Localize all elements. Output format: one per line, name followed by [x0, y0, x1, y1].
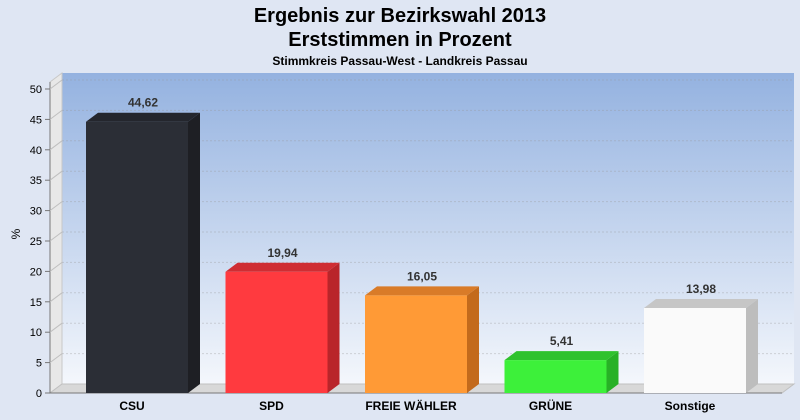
bar-front	[225, 271, 328, 393]
grid-line-diag	[49, 110, 63, 120]
y-tick-label: 5	[36, 358, 42, 370]
chart-subtitle: Stimmkreis Passau-West - Landkreis Passa…	[272, 54, 528, 68]
bar-freie-w-hler: 16,05	[365, 269, 479, 393]
chart-title-line2: Erststimmen in Prozent	[288, 29, 512, 51]
y-ticks: 0 5 10 15 20 25 30 35 40 45 50	[30, 84, 50, 400]
bar-top	[365, 286, 479, 296]
grid-line-diag	[49, 170, 63, 181]
grid-line-diag	[49, 79, 63, 90]
y-tick-label: 25	[30, 236, 42, 248]
bar-front	[86, 121, 188, 394]
bar-side	[467, 286, 479, 393]
bar-front	[504, 360, 607, 393]
bar-top	[644, 299, 758, 309]
bar-top	[504, 351, 619, 361]
y-tick-label: 35	[30, 175, 42, 187]
bar-spd: 19,94	[225, 246, 340, 393]
y-tick-label: 30	[30, 206, 42, 218]
y-tick-label: 40	[30, 145, 42, 157]
grid-line-diag	[49, 292, 63, 303]
x-tick-label: GRÜNE	[529, 398, 572, 413]
y-tick-label: 20	[30, 266, 42, 278]
data-label: 16,05	[407, 269, 437, 283]
y-tick-label: 15	[30, 297, 42, 309]
grid-line-diag	[49, 201, 63, 212]
data-label: 19,94	[267, 246, 297, 260]
grid-line-diag	[49, 322, 63, 333]
bar-gr-ne: 5,41	[504, 334, 619, 393]
y-tick-label: 10	[30, 327, 42, 339]
y-tick-label: 50	[30, 84, 42, 96]
bar-side	[606, 351, 619, 393]
x-tick-label: Sonstige	[665, 399, 716, 413]
bar-top	[86, 112, 200, 122]
grid-line-diag	[49, 140, 63, 151]
bar-side	[746, 299, 758, 393]
x-tick-label: SPD	[259, 399, 284, 413]
x-tick-label: FREIE WÄHLER	[365, 398, 457, 413]
y-tick-label: 45	[30, 114, 42, 126]
grid-line-diag	[49, 261, 63, 272]
x-tick-label: CSU	[119, 399, 144, 413]
category-labels: CSU SPD FREIE WÄHLER GRÜNE Sonstige	[119, 398, 715, 413]
bar-front	[644, 308, 746, 393]
bar-sonstige: 13,98	[644, 282, 758, 393]
bar-side	[188, 112, 200, 394]
data-label: 13,98	[686, 282, 716, 296]
data-label: 44,62	[128, 96, 158, 110]
y-tick-label: 0	[36, 388, 42, 400]
grid-line-diag	[49, 231, 63, 242]
bar-top	[225, 262, 340, 272]
data-label: 5,41	[550, 334, 574, 348]
grid-line-diag	[49, 353, 63, 364]
bar-front	[365, 295, 467, 393]
bar-side	[327, 262, 340, 393]
chart-title: Ergebnis zur Bezirkswahl 2013	[253, 5, 547, 27]
y-axis-label: %	[9, 228, 23, 239]
bars: 44,62 19,94 16,05 5,41 13,98	[86, 96, 758, 394]
bar-csu: 44,62	[86, 96, 200, 394]
